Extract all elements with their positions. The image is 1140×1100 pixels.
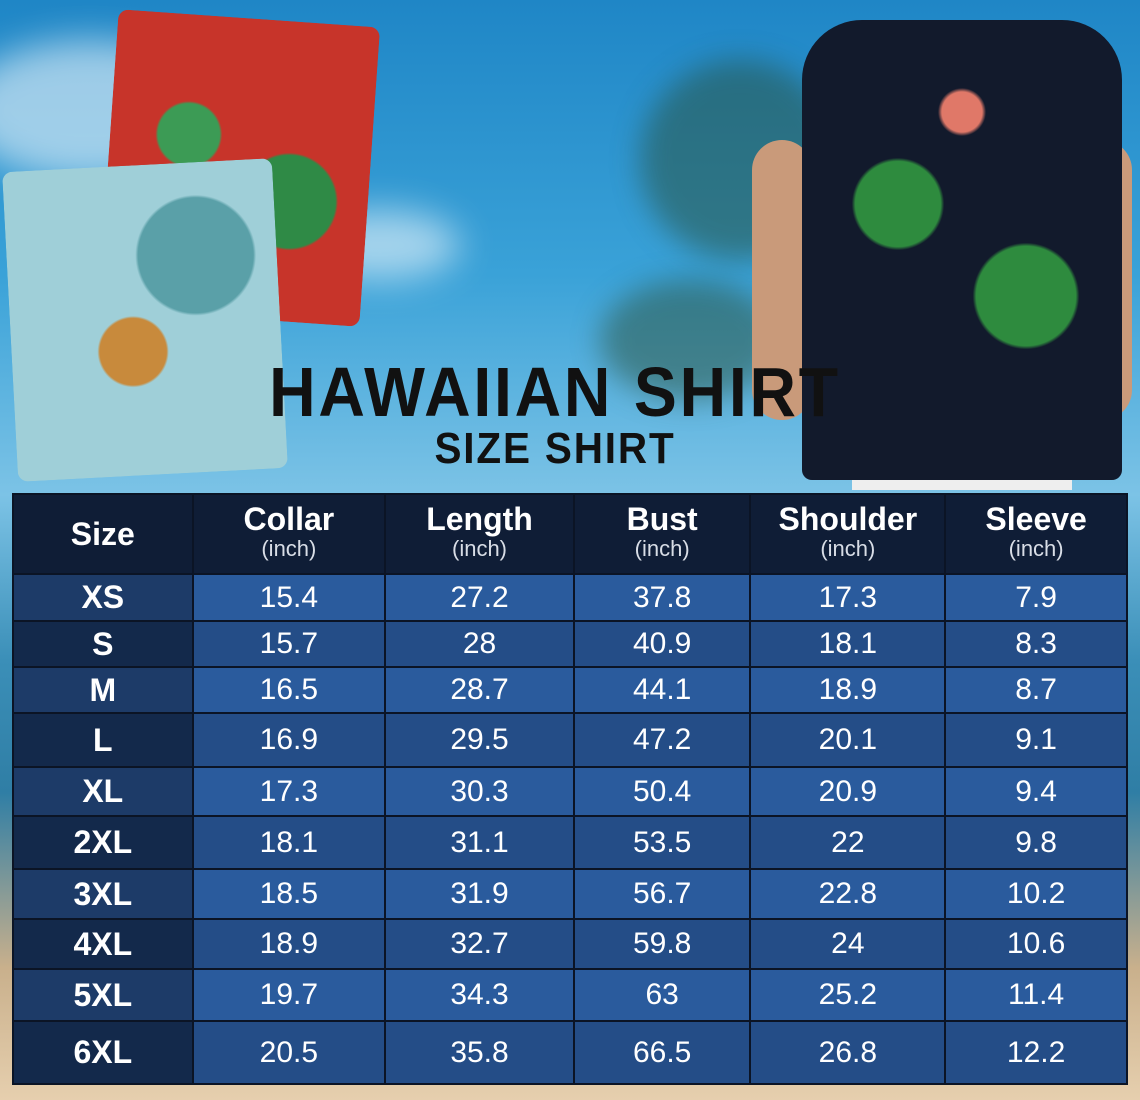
column-unit: (inch) <box>452 536 508 561</box>
column-label: Shoulder <box>778 501 918 537</box>
column-unit: (inch) <box>1008 536 1064 561</box>
size-cell: M <box>12 666 194 714</box>
column-label: Size <box>70 516 135 552</box>
measurement-cell: 20.5 <box>191 1020 387 1085</box>
measurement-cell: 15.7 <box>191 620 387 668</box>
page-subtitle: SIZE SHIRT <box>434 424 676 473</box>
measurement-cell: 28.7 <box>384 666 575 714</box>
table-row-6xl: 6XL 20.5 35.8 66.5 26.8 12.2 <box>12 1020 1128 1085</box>
size-cell: 4XL <box>12 918 194 970</box>
column-header-sleeve: Sleeve (inch) <box>944 493 1128 575</box>
size-cell: 3XL <box>12 868 194 920</box>
measurement-cell: 27.2 <box>384 573 575 622</box>
table-row-s: S 15.7 28 40.9 18.1 8.3 <box>12 620 1128 668</box>
model-wearing-flamingo-shirt-image <box>752 0 1132 490</box>
measurement-cell: 53.5 <box>572 815 752 870</box>
table-row-4xl: 4XL 18.9 32.7 59.8 24 10.6 <box>12 918 1128 970</box>
measurement-cell: 32.7 <box>384 918 575 970</box>
table-row-5xl: 5XL 19.7 34.3 63 25.2 11.4 <box>12 968 1128 1022</box>
measurement-cell: 30.3 <box>384 766 575 817</box>
measurement-cell: 44.1 <box>572 666 752 714</box>
measurement-cell: 63 <box>572 968 752 1022</box>
column-header-collar: Collar (inch) <box>191 493 387 575</box>
measurement-cell: 37.8 <box>572 573 752 622</box>
size-cell: XS <box>12 573 194 622</box>
column-header-bust: Bust (inch) <box>572 493 752 575</box>
column-unit: (inch) <box>261 536 317 561</box>
measurement-cell: 66.5 <box>572 1020 752 1085</box>
size-cell: 6XL <box>12 1020 194 1085</box>
column-header-shoulder: Shoulder (inch) <box>749 493 947 575</box>
column-header-size: Size <box>12 493 194 575</box>
column-label: Collar <box>243 501 335 537</box>
measurement-cell: 18.9 <box>191 918 387 970</box>
column-label: Bust <box>626 501 698 537</box>
measurement-cell: 8.7 <box>944 666 1128 714</box>
measurement-cell: 20.1 <box>749 712 947 768</box>
table-row-xs: XS 15.4 27.2 37.8 17.3 7.9 <box>12 573 1128 622</box>
column-header-length: Length (inch) <box>384 493 575 575</box>
measurement-cell: 22.8 <box>749 868 947 920</box>
measurement-cell: 40.9 <box>572 620 752 668</box>
table-row-m: M 16.5 28.7 44.1 18.9 8.7 <box>12 666 1128 714</box>
measurement-cell: 10.2 <box>944 868 1128 920</box>
column-unit: (inch) <box>634 536 690 561</box>
measurement-cell: 12.2 <box>944 1020 1128 1085</box>
measurement-cell: 26.8 <box>749 1020 947 1085</box>
measurement-cell: 11.4 <box>944 968 1128 1022</box>
measurement-cell: 18.5 <box>191 868 387 920</box>
measurement-cell: 50.4 <box>572 766 752 817</box>
column-label: Sleeve <box>985 501 1087 537</box>
size-cell: XL <box>12 766 194 817</box>
column-label: Length <box>426 501 533 537</box>
size-cell: L <box>12 712 194 768</box>
measurement-cell: 9.8 <box>944 815 1128 870</box>
measurement-cell: 56.7 <box>572 868 752 920</box>
measurement-cell: 17.3 <box>191 766 387 817</box>
measurement-cell: 34.3 <box>384 968 575 1022</box>
measurement-cell: 22 <box>749 815 947 870</box>
measurement-cell: 20.9 <box>749 766 947 817</box>
table-row-xl: XL 17.3 30.3 50.4 20.9 9.4 <box>12 766 1128 817</box>
measurement-cell: 59.8 <box>572 918 752 970</box>
measurement-cell: 18.9 <box>749 666 947 714</box>
measurement-cell: 15.4 <box>191 573 387 622</box>
size-cell: 2XL <box>12 815 194 870</box>
size-chart-table: Size Collar (inch) Length (inch) Bust (inch) Sh… <box>12 493 1128 1085</box>
measurement-cell: 31.9 <box>384 868 575 920</box>
measurement-cell: 18.1 <box>749 620 947 668</box>
measurement-cell: 25.2 <box>749 968 947 1022</box>
measurement-cell: 9.4 <box>944 766 1128 817</box>
measurement-cell: 9.1 <box>944 712 1128 768</box>
measurement-cell: 7.9 <box>944 573 1128 622</box>
measurement-cell: 17.3 <box>749 573 947 622</box>
measurement-cell: 10.6 <box>944 918 1128 970</box>
size-cell: 5XL <box>12 968 194 1022</box>
measurement-cell: 29.5 <box>384 712 575 768</box>
measurement-cell: 35.8 <box>384 1020 575 1085</box>
size-cell: S <box>12 620 194 668</box>
measurement-cell: 8.3 <box>944 620 1128 668</box>
measurement-cell: 24 <box>749 918 947 970</box>
column-unit: (inch) <box>820 536 876 561</box>
page-title: HAWAIIAN SHIRT <box>269 353 841 431</box>
table-header-row: Size Collar (inch) Length (inch) Bust (inch) Sh… <box>12 493 1128 575</box>
measurement-cell: 16.5 <box>191 666 387 714</box>
measurement-cell: 31.1 <box>384 815 575 870</box>
table-row-3xl: 3XL 18.5 31.9 56.7 22.8 10.2 <box>12 868 1128 920</box>
measurement-cell: 19.7 <box>191 968 387 1022</box>
table-row-l: L 16.9 29.5 47.2 20.1 9.1 <box>12 712 1128 768</box>
measurement-cell: 28 <box>384 620 575 668</box>
measurement-cell: 16.9 <box>191 712 387 768</box>
table-row-2xl: 2XL 18.1 31.1 53.5 22 9.8 <box>12 815 1128 870</box>
measurement-cell: 47.2 <box>572 712 752 768</box>
palm-tree <box>600 280 780 400</box>
measurement-cell: 18.1 <box>191 815 387 870</box>
